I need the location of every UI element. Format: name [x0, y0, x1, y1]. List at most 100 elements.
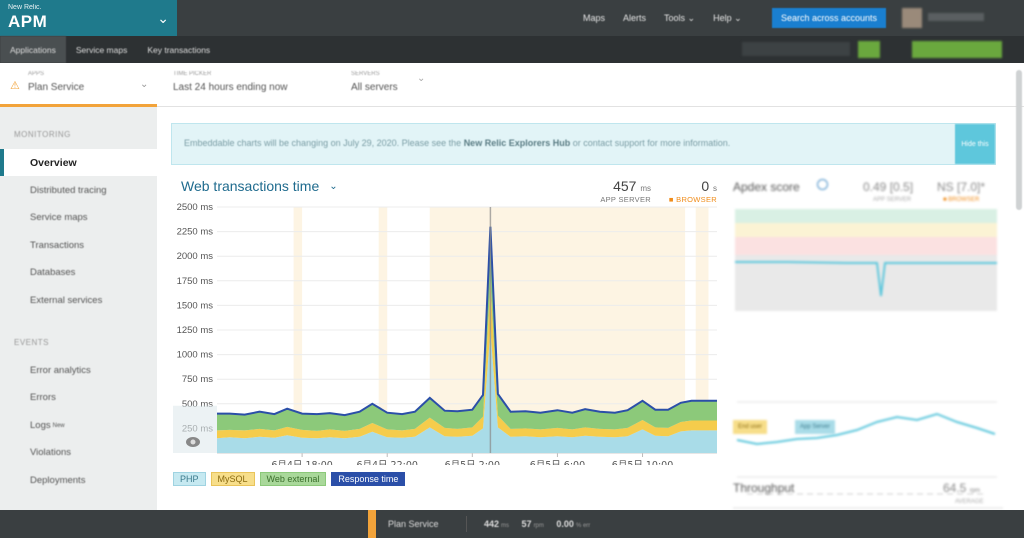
- search-across-accounts-button[interactable]: Search across accounts: [772, 8, 886, 28]
- sidebar-item-error-analytics[interactable]: Error analytics: [30, 365, 91, 376]
- throughput-sparkline[interactable]: [727, 392, 999, 502]
- apdex-browser-value: NS [7.0]*: [937, 180, 986, 194]
- throughput-caption: AVERAGE: [955, 499, 984, 505]
- browser-unit: s: [713, 184, 717, 193]
- sidebar-item-distributed-tracing[interactable]: Distributed tracing: [30, 185, 107, 196]
- sidebar-item-transactions[interactable]: Transactions: [30, 240, 85, 251]
- footer-metric-response: 442 ms: [484, 519, 509, 529]
- app-server-caption: APP SERVER: [600, 195, 651, 204]
- nav-help[interactable]: Help ⌄: [713, 12, 742, 23]
- legend-web-external[interactable]: Web external: [259, 472, 327, 486]
- apdex-title[interactable]: Apdex score: [733, 180, 800, 194]
- legend-mysql[interactable]: MySQL: [210, 472, 255, 486]
- y-tick-label: 1250 ms: [177, 325, 214, 336]
- brand-small-text: New Relic.: [8, 4, 42, 11]
- sub-bar-green-button[interactable]: [858, 41, 880, 58]
- footer-bar: Plan Service 442 ms 57 rpm 0.00% err: [0, 510, 1024, 538]
- footer-metric-throughput-value: 57: [521, 519, 532, 529]
- sub-bar-action-button[interactable]: [912, 41, 1002, 58]
- x-tick-label: 6月4日 18:00: [271, 460, 333, 465]
- y-tick-label: 500 ms: [182, 399, 213, 410]
- user-menu[interactable]: [928, 13, 984, 21]
- app-picker-label: APPS: [28, 71, 45, 77]
- nav-alerts[interactable]: Alerts: [623, 13, 647, 23]
- chevron-down-icon[interactable]: ⌄: [417, 73, 426, 84]
- chevron-down-icon: ⌄: [329, 180, 338, 192]
- footer-service-name[interactable]: Plan Service: [388, 519, 439, 529]
- chevron-down-icon[interactable]: ⌄: [157, 10, 169, 26]
- throughput-chart[interactable]: [733, 502, 1003, 510]
- browser-stat: 0 s ■ BROWSER: [653, 178, 717, 204]
- nav-maps[interactable]: Maps: [583, 13, 606, 23]
- brand-title: APM: [8, 12, 48, 31]
- browser-caption: ■ BROWSER: [668, 195, 717, 204]
- notice-link[interactable]: New Relic Explorers Hub: [463, 138, 571, 148]
- sidebar-section-monitoring: MONITORING: [14, 130, 71, 139]
- apdex-chart[interactable]: [727, 206, 1017, 311]
- y-tick-label: 1500 ms: [177, 300, 214, 311]
- y-tick-label: 2500 ms: [177, 203, 214, 213]
- top-bar: New Relic. APM ⌄ Maps Alerts Tools ⌄ Hel…: [0, 0, 1024, 36]
- sidebar-item-deployments[interactable]: Deployments: [30, 475, 86, 486]
- sidebar-item-errors[interactable]: Errors: [30, 392, 56, 403]
- throughput-title: Throughput: [733, 481, 795, 495]
- series-php-area: [217, 330, 717, 453]
- subnav-applications[interactable]: Applications: [0, 36, 66, 63]
- subnav-key-transactions[interactable]: Key transactions: [147, 44, 211, 55]
- app-server-chip[interactable]: App Server: [795, 420, 836, 434]
- sidebar-item-label: Logs: [30, 420, 51, 431]
- subnav-service-maps[interactable]: Service maps: [75, 44, 128, 55]
- x-tick-label: 6月5日 2:00: [445, 460, 500, 465]
- throughput-unit: rpm: [969, 488, 981, 494]
- app-server-value: 457: [613, 178, 637, 194]
- hide-notice-button[interactable]: Hide this: [955, 124, 995, 164]
- legend-php[interactable]: PHP: [173, 472, 206, 486]
- notice-text: Embeddable charts will be changing on Ju…: [184, 138, 730, 148]
- avatar[interactable]: [902, 8, 922, 28]
- sidebar-item-logs[interactable]: Logs New: [0, 412, 157, 439]
- apdex-app-value: 0.49 [0.5]: [863, 180, 914, 194]
- y-tick-label: 1000 ms: [177, 350, 214, 361]
- y-tick-label: 750 ms: [182, 374, 213, 385]
- chevron-down-icon: ⌄: [140, 79, 149, 90]
- sub-bar-search[interactable]: [742, 42, 850, 56]
- new-badge: New: [52, 422, 65, 429]
- apdex-app-caption: APP SERVER: [873, 197, 912, 203]
- eye-icon-pupil: [190, 439, 196, 445]
- notice-banner: Embeddable charts will be changing on Ju…: [171, 123, 996, 165]
- server-picker-label: SERVERS: [351, 71, 380, 77]
- sidebar-item-overview[interactable]: Overview: [0, 149, 157, 176]
- sidebar-item-databases[interactable]: Databases: [30, 267, 76, 278]
- apm-brand[interactable]: New Relic. APM ⌄: [0, 0, 177, 36]
- footer-metric-throughput: 57 rpm: [522, 519, 544, 529]
- chart-title-dropdown[interactable]: Web transactions time ⌄: [181, 178, 338, 194]
- chart-legend: PHP MySQL Web external Response time: [173, 472, 410, 486]
- sidebar-item-violations[interactable]: Violations: [30, 447, 72, 458]
- notice-text-before: Embeddable charts will be changing on Ju…: [184, 138, 464, 148]
- sidebar-item-external-services[interactable]: External services: [30, 295, 103, 306]
- y-tick-label: 1750 ms: [177, 276, 214, 287]
- app-picker-value: Plan Service: [28, 82, 85, 93]
- throughput-number: 64.5: [943, 481, 967, 495]
- context-bar: ⚠ APPS Plan Service ⌄ TIME PICKER Last 2…: [0, 63, 1024, 107]
- sidebar-item-service-maps[interactable]: Service maps: [30, 212, 88, 223]
- x-tick-label: 6月5日 10:00: [612, 460, 674, 465]
- scrollbar[interactable]: [1016, 70, 1022, 210]
- time-picker-value: Last 24 hours ending now: [173, 82, 288, 93]
- x-tick-label: 6月5日 6:00: [530, 460, 585, 465]
- app-picker[interactable]: ⚠ APPS Plan Service ⌄: [0, 63, 157, 107]
- end-user-chip[interactable]: End user: [733, 420, 768, 434]
- series-response-time-line: [217, 226, 717, 417]
- legend-response-time[interactable]: Response time: [331, 472, 406, 486]
- app-server-unit: ms: [640, 184, 651, 193]
- sidebar: MONITORING Overview Distributed tracing …: [0, 107, 157, 510]
- server-picker-value: All servers: [351, 82, 398, 93]
- nav-tools[interactable]: Tools ⌄: [664, 12, 696, 23]
- x-tick-label: 6月4日 22:00: [356, 460, 418, 465]
- footer-metric-errors-unit: % err: [575, 523, 591, 529]
- footer-metric-errors-value: 0.00: [556, 519, 574, 529]
- top-nav: Maps Alerts Tools ⌄ Help ⌄: [583, 0, 760, 36]
- help-icon[interactable]: [817, 179, 828, 190]
- main-content: Embeddable charts will be changing on Ju…: [157, 107, 1024, 510]
